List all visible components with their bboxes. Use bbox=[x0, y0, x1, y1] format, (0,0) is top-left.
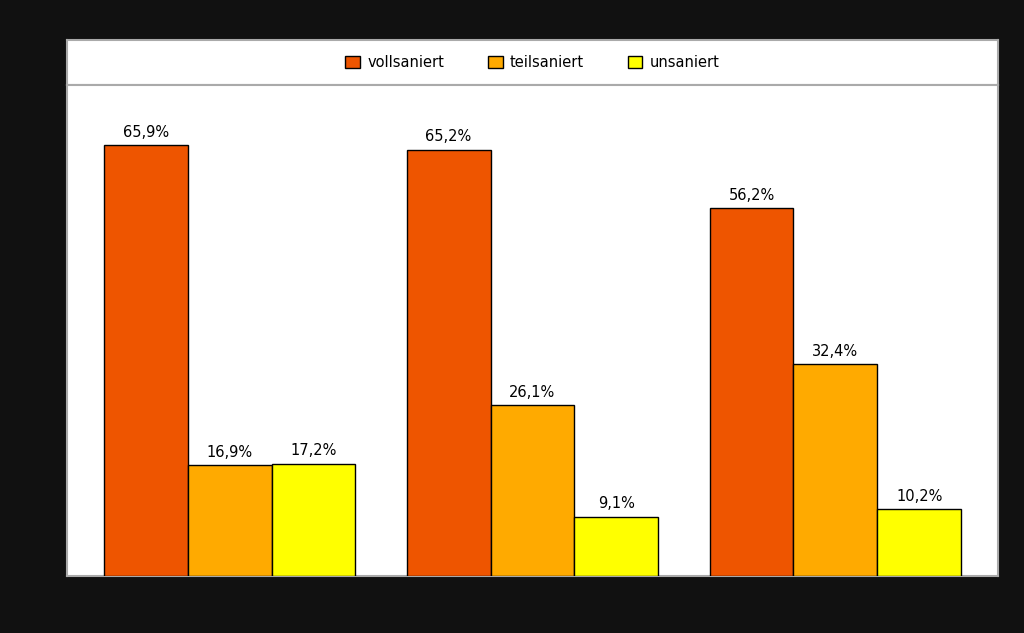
Bar bbox=[574, 517, 658, 576]
Text: 9,1%: 9,1% bbox=[598, 496, 635, 511]
Text: 32,4%: 32,4% bbox=[812, 344, 858, 359]
Bar bbox=[794, 364, 878, 576]
Text: 10,2%: 10,2% bbox=[896, 489, 942, 504]
Text: 65,2%: 65,2% bbox=[426, 129, 472, 144]
Text: 26,1%: 26,1% bbox=[509, 385, 556, 400]
Text: 65,9%: 65,9% bbox=[123, 125, 169, 140]
Legend: vollsaniert, teilsaniert, unsaniert: vollsaniert, teilsaniert, unsaniert bbox=[341, 51, 724, 75]
Text: 56,2%: 56,2% bbox=[728, 188, 774, 203]
Text: 16,9%: 16,9% bbox=[207, 445, 253, 460]
Bar bbox=[490, 405, 574, 576]
Bar bbox=[878, 510, 962, 576]
Bar bbox=[710, 208, 794, 576]
Bar bbox=[103, 145, 187, 576]
Bar bbox=[187, 465, 271, 576]
Bar bbox=[407, 149, 490, 576]
Text: 17,2%: 17,2% bbox=[291, 443, 337, 458]
Bar bbox=[271, 463, 355, 576]
